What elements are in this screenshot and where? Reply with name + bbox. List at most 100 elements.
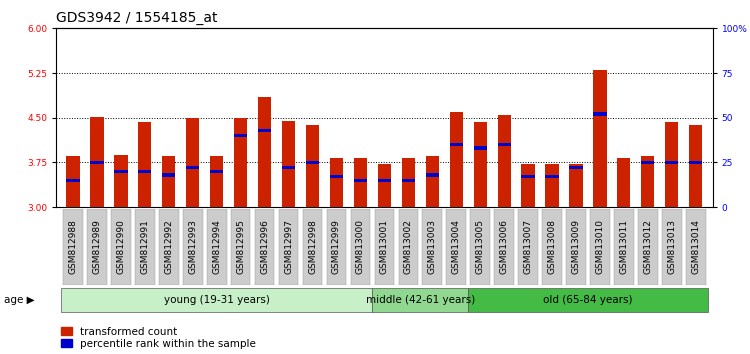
Bar [282,121,296,207]
Bar [91,161,104,164]
Bar [402,158,415,207]
Text: GSM812992: GSM812992 [164,219,173,274]
Text: GSM812990: GSM812990 [116,219,125,274]
Text: GSM813002: GSM813002 [404,219,412,274]
Bar [542,209,562,285]
Text: GSM813014: GSM813014 [692,219,700,274]
Text: old (65-84 years): old (65-84 years) [543,295,633,305]
Bar [327,209,346,285]
Text: GSM812993: GSM812993 [188,219,197,274]
Bar [279,209,298,285]
Bar [665,122,678,207]
Bar [497,143,511,146]
Bar [258,129,272,132]
Bar [521,164,535,207]
Bar [162,156,176,207]
Bar [114,155,128,207]
Bar [468,288,708,312]
Bar [374,209,394,285]
Bar [641,161,655,164]
Bar [494,209,514,285]
Bar [373,288,468,312]
Text: GSM812995: GSM812995 [236,219,245,274]
Text: GSM813003: GSM813003 [427,219,436,274]
Bar [231,209,251,285]
Text: GSM812994: GSM812994 [212,219,221,274]
Bar [446,209,466,285]
Text: GSM813008: GSM813008 [548,219,556,274]
Bar [303,209,322,285]
Bar [87,209,106,285]
Bar [665,161,678,164]
Bar [207,209,226,285]
Bar [210,170,224,173]
Bar [569,164,583,207]
Text: GSM812999: GSM812999 [332,219,341,274]
Bar [255,209,274,285]
Text: GSM813006: GSM813006 [500,219,508,274]
Bar [518,209,538,285]
Bar [258,97,272,207]
Bar [234,118,248,207]
Text: GSM812991: GSM812991 [140,219,149,274]
Text: middle (42-61 years): middle (42-61 years) [366,295,475,305]
Bar [67,179,80,182]
Bar [593,113,607,116]
Bar [473,122,487,207]
Text: GDS3942 / 1554185_at: GDS3942 / 1554185_at [56,11,217,25]
Bar [450,112,463,207]
Bar [306,125,319,207]
Text: GSM812989: GSM812989 [92,219,101,274]
Text: GSM812997: GSM812997 [284,219,293,274]
Text: GSM812998: GSM812998 [308,219,317,274]
Bar [402,179,415,182]
Bar [521,175,535,178]
Bar [378,179,391,182]
Bar [138,122,152,207]
Bar [159,209,178,285]
Text: GSM813013: GSM813013 [668,219,676,274]
Text: GSM813009: GSM813009 [572,219,580,274]
Bar [354,158,367,207]
Text: GSM813007: GSM813007 [524,219,532,274]
Bar [378,164,391,207]
Bar [186,118,200,207]
Bar [641,156,655,207]
Bar [686,209,706,285]
Bar [545,164,559,207]
Text: young (19-31 years): young (19-31 years) [164,295,270,305]
Bar [111,209,130,285]
Bar [617,158,631,207]
Bar [114,170,128,173]
Text: GSM812988: GSM812988 [68,219,77,274]
Bar [590,209,610,285]
Bar [61,288,373,312]
Bar [450,143,463,146]
Bar [354,179,367,182]
Bar [689,125,702,207]
Bar [689,161,702,164]
Bar [186,166,200,170]
Bar [162,173,176,177]
Bar [426,156,439,207]
Bar [662,209,682,285]
Bar [473,147,487,150]
Bar [67,156,80,207]
Bar [210,156,224,207]
Bar [183,209,203,285]
Text: age ▶: age ▶ [4,295,34,305]
Bar [422,209,442,285]
Bar [470,209,490,285]
Bar [497,115,511,207]
Text: GSM813001: GSM813001 [380,219,388,274]
Text: GSM813000: GSM813000 [356,219,365,274]
Bar [138,170,152,173]
Bar [91,116,104,207]
Bar [135,209,154,285]
Text: GSM813004: GSM813004 [452,219,460,274]
Bar [569,166,583,170]
Bar [306,161,319,164]
Bar [350,209,370,285]
Text: GSM813010: GSM813010 [596,219,604,274]
Bar [426,173,439,177]
